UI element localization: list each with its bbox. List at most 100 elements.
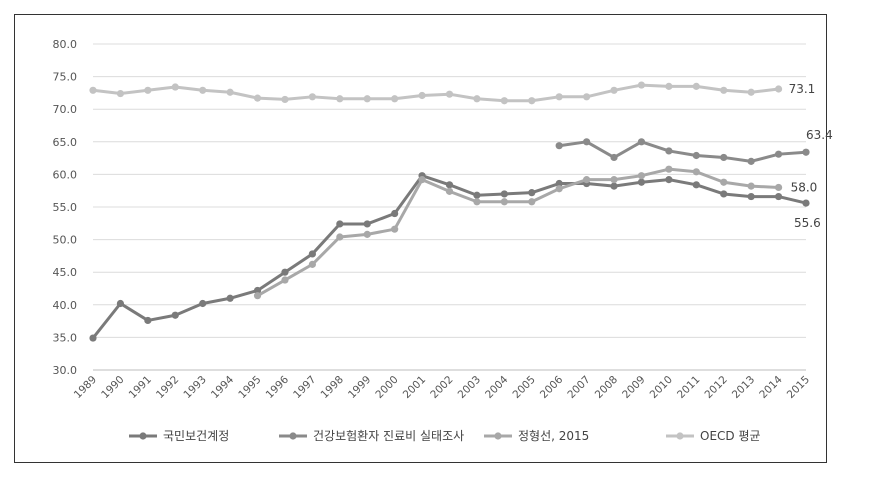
data-point bbox=[445, 181, 454, 189]
data-point bbox=[418, 91, 426, 100]
data-point bbox=[555, 142, 563, 150]
data-point bbox=[720, 190, 728, 198]
data-point bbox=[308, 250, 316, 258]
data-point bbox=[637, 138, 646, 146]
x-tick-label: 2003 bbox=[456, 374, 483, 401]
data-point bbox=[199, 86, 207, 94]
data-point bbox=[555, 185, 563, 193]
data-point bbox=[610, 153, 618, 162]
data-point bbox=[637, 81, 646, 89]
data-label: 55.6 bbox=[794, 216, 821, 230]
data-point bbox=[144, 316, 152, 325]
data-point bbox=[500, 97, 508, 105]
x-axis: 1989 1990 1991 1992 1993 1994 1995 1996 1997 1998… bbox=[72, 369, 812, 401]
data-point bbox=[336, 95, 344, 103]
x-tick-label: 2005 bbox=[511, 374, 538, 401]
data-point bbox=[473, 95, 481, 103]
data-point bbox=[116, 299, 125, 308]
data-point bbox=[610, 182, 618, 190]
data-point bbox=[774, 85, 783, 93]
data-point bbox=[445, 90, 454, 98]
data-point bbox=[391, 225, 399, 233]
data-point bbox=[253, 94, 262, 102]
x-tick-label: 2012 bbox=[702, 374, 729, 401]
data-point bbox=[253, 292, 262, 300]
data-point bbox=[610, 176, 618, 184]
data-point bbox=[199, 299, 207, 308]
x-tick-label: 2013 bbox=[730, 374, 757, 401]
legend-label: 건강보험환자 진료비 실태조사 bbox=[313, 429, 464, 443]
data-point bbox=[774, 192, 783, 201]
data-point bbox=[281, 268, 289, 276]
data-point bbox=[692, 82, 700, 90]
data-point bbox=[665, 147, 673, 155]
data-point bbox=[692, 151, 700, 160]
y-tick-label: 60.0 bbox=[53, 168, 78, 181]
data-point bbox=[473, 198, 481, 206]
data-point bbox=[802, 148, 810, 156]
legend-label: 정형선, 2015 bbox=[518, 429, 589, 443]
x-tick-label: 2014 bbox=[757, 373, 785, 401]
data-label: 63.4 bbox=[806, 128, 833, 142]
data-point bbox=[336, 220, 344, 228]
x-tick-label: 2015 bbox=[785, 374, 812, 401]
data-point bbox=[665, 165, 673, 173]
x-tick-label: 1992 bbox=[154, 374, 181, 401]
data-point bbox=[363, 230, 371, 238]
x-tick-label: 1997 bbox=[291, 374, 318, 401]
data-point bbox=[445, 187, 454, 195]
series-line-1 bbox=[557, 140, 808, 163]
data-point bbox=[500, 190, 508, 198]
legend: 국민보건계정 건강보험환자 진료비 실태조사 정형선, 2015 OECD 평균 bbox=[129, 429, 761, 443]
data-point bbox=[363, 95, 371, 103]
series-line-0 bbox=[91, 174, 808, 340]
data-point bbox=[391, 209, 399, 218]
data-point bbox=[802, 199, 810, 207]
data-point bbox=[391, 95, 399, 103]
data-point bbox=[583, 138, 591, 146]
y-tick-label: 35.0 bbox=[53, 331, 78, 344]
data-point bbox=[665, 176, 673, 184]
series-line-3 bbox=[91, 83, 781, 103]
data-point bbox=[89, 86, 97, 94]
data-point bbox=[418, 176, 426, 184]
y-tick-label: 50.0 bbox=[53, 234, 78, 247]
x-tick-label: 2004 bbox=[483, 373, 511, 401]
data-point bbox=[473, 191, 481, 199]
data-point bbox=[500, 198, 508, 206]
data-point bbox=[528, 97, 536, 105]
data-point bbox=[747, 157, 755, 165]
data-point bbox=[692, 168, 700, 176]
series-line-2 bbox=[256, 167, 781, 298]
data-point bbox=[281, 276, 289, 284]
x-tick-label: 2000 bbox=[373, 374, 400, 401]
legend-label: OECD 평균 bbox=[700, 429, 761, 443]
data-point bbox=[747, 182, 755, 190]
legend-swatch-marker bbox=[676, 432, 684, 440]
data-point bbox=[89, 334, 97, 342]
data-point bbox=[308, 93, 316, 101]
legend-swatch-marker bbox=[494, 432, 502, 440]
data-point bbox=[665, 82, 673, 90]
data-point bbox=[363, 220, 371, 228]
x-tick-label: 2001 bbox=[401, 374, 428, 401]
x-tick-label: 1998 bbox=[319, 374, 346, 401]
y-tick-label: 80.0 bbox=[53, 38, 78, 51]
data-point bbox=[116, 89, 125, 98]
x-tick-label: 1996 bbox=[264, 373, 292, 401]
data-point bbox=[747, 88, 755, 96]
x-tick-label: 1994 bbox=[209, 373, 237, 401]
legend-swatch-marker bbox=[139, 432, 147, 440]
data-point bbox=[637, 172, 646, 180]
gridlines bbox=[93, 43, 806, 371]
y-tick-label: 55.0 bbox=[53, 201, 78, 214]
data-point bbox=[281, 95, 289, 104]
data-point bbox=[528, 198, 536, 206]
data-point bbox=[637, 178, 646, 186]
legend-label: 국민보건계정 bbox=[163, 429, 229, 443]
x-tick-label: 1990 bbox=[99, 374, 126, 401]
data-point bbox=[528, 189, 536, 197]
data-point bbox=[610, 86, 618, 94]
x-tick-label: 2007 bbox=[565, 374, 592, 401]
